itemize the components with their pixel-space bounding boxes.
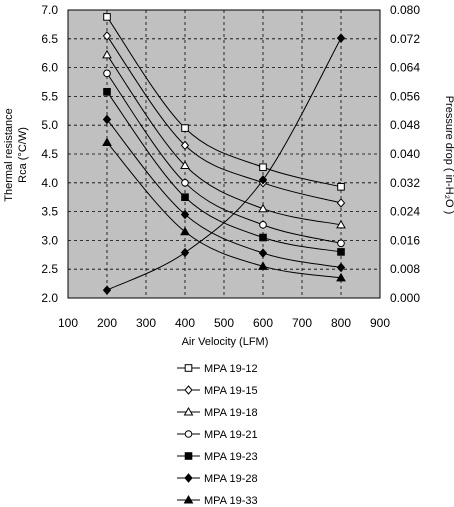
- data-point: [102, 137, 112, 146]
- legend-label: MPA 19-28: [204, 473, 258, 485]
- x-tick-label: 600: [253, 316, 273, 330]
- data-point: [336, 262, 346, 273]
- data-point: [181, 124, 189, 132]
- data-point: [102, 31, 112, 41]
- legend-label: MPA 19-12: [204, 363, 258, 375]
- pressure-data-point: [102, 285, 112, 295]
- legend-marker: [184, 364, 193, 372]
- series-line: [106, 35, 342, 204]
- pressure-data-point: [336, 33, 346, 43]
- x-tick-label: 900: [370, 316, 390, 330]
- data-point: [180, 209, 190, 220]
- y-right-axis-label: Pressure drop ( in-H₂O ): [443, 96, 454, 215]
- data-point: [103, 87, 111, 96]
- x-axis-label: Air Velocity (LFM): [182, 336, 269, 348]
- data-point: [259, 221, 267, 229]
- data-point: [102, 114, 112, 125]
- data-point: [103, 69, 111, 78]
- legend-marker: [184, 452, 193, 460]
- x-tick-label: 100: [58, 316, 78, 330]
- legend-marker: [183, 494, 194, 504]
- data-point: [180, 226, 190, 236]
- y-left-tick-label: 4.5: [41, 147, 58, 161]
- pressure-data-point: [180, 247, 190, 258]
- series-line: [106, 54, 342, 226]
- legend-label: MPA 19-23: [204, 451, 258, 463]
- x-tick-label: 400: [175, 316, 195, 330]
- x-tick-label: 800: [331, 316, 351, 330]
- series-line: [106, 16, 342, 188]
- legend-label: MPA 19-33: [204, 495, 258, 507]
- x-tick-label: 300: [136, 316, 156, 330]
- data-point: [336, 272, 346, 282]
- pressure-drop-line: [106, 37, 342, 291]
- x-tick-label: 200: [97, 316, 117, 330]
- y-left-tick-label: 5.0: [41, 118, 58, 132]
- y-right-tick-label: 0.056: [390, 89, 420, 103]
- y-right-tick-label: 0.032: [390, 176, 420, 190]
- data-point: [258, 203, 268, 213]
- y-right-tick-label: 0.048: [390, 118, 420, 132]
- y-right-axis-ticks: 0.000 0.008 0.016 0.024 0.032 0.040 0.048 0.056…: [390, 3, 420, 305]
- data-point: [181, 179, 189, 187]
- data-point: [336, 219, 346, 229]
- y-right-tick-label: 0.080: [390, 3, 420, 17]
- legend: MPA 19-12 MPA 19-15 MPA 19-18 MPA 19-21 MPA …: [177, 363, 258, 507]
- pressure-data-point: [258, 175, 268, 185]
- legend-marker: [184, 430, 193, 438]
- y-right-tick-label: 0.040: [390, 147, 420, 161]
- series-line: [106, 91, 342, 253]
- data-point: [337, 248, 345, 256]
- x-tick-label: 500: [214, 316, 234, 330]
- y-left-tick-label: 3.0: [41, 233, 58, 247]
- legend-label: MPA 19-21: [204, 429, 258, 441]
- series-lines: [106, 16, 342, 291]
- series-markers: [102, 13, 346, 295]
- data-point: [258, 248, 268, 258]
- series-line: [106, 73, 342, 244]
- y-left-tick-label: 4.0: [41, 176, 58, 190]
- y-left-tick-label: 2.0: [41, 291, 58, 305]
- y-left-tick-label: 6.0: [41, 61, 58, 75]
- y-right-tick-label: 0.008: [390, 262, 420, 276]
- data-point: [259, 233, 267, 242]
- legend-marker: [183, 406, 194, 416]
- data-point: [259, 163, 267, 172]
- y-left-axis-label-line2: Rca (°C/W): [17, 127, 29, 183]
- data-point: [181, 193, 189, 201]
- y-left-tick-label: 7.0: [41, 3, 58, 17]
- y-left-tick-label: 6.5: [41, 32, 58, 46]
- x-axis-ticks: 100 200 300 400 500 600 700 800 900: [58, 316, 390, 330]
- legend-label: MPA 19-18: [204, 407, 258, 419]
- legend-label: MPA 19-15: [204, 385, 258, 397]
- data-point: [102, 49, 112, 59]
- y-left-tick-label: 5.5: [41, 89, 58, 103]
- y-right-tick-label: 0.000: [390, 291, 420, 305]
- data-point: [180, 140, 190, 151]
- data-point: [180, 160, 190, 170]
- y-right-tick-label: 0.072: [390, 32, 420, 46]
- data-point: [103, 13, 111, 21]
- x-tick-label: 700: [292, 316, 312, 330]
- series-line: [106, 142, 342, 279]
- y-left-tick-label: 3.5: [41, 205, 58, 219]
- y-right-tick-label: 0.024: [390, 205, 420, 219]
- data-point: [258, 261, 268, 270]
- data-point: [337, 183, 345, 191]
- legend-marker: [184, 385, 193, 395]
- y-left-tick-label: 2.5: [41, 262, 58, 276]
- y-right-tick-label: 0.016: [390, 233, 420, 247]
- legend-marker: [184, 473, 193, 483]
- y-left-axis-ticks: 2.0 2.5 3.0 3.5 4.0 4.5 5.0 5.5 6.0 6.5 7.0: [41, 3, 58, 305]
- y-right-tick-label: 0.064: [390, 61, 420, 75]
- y-left-axis-label-line1: Thermal resistance: [3, 108, 15, 202]
- data-point: [336, 198, 346, 208]
- data-point: [337, 239, 345, 248]
